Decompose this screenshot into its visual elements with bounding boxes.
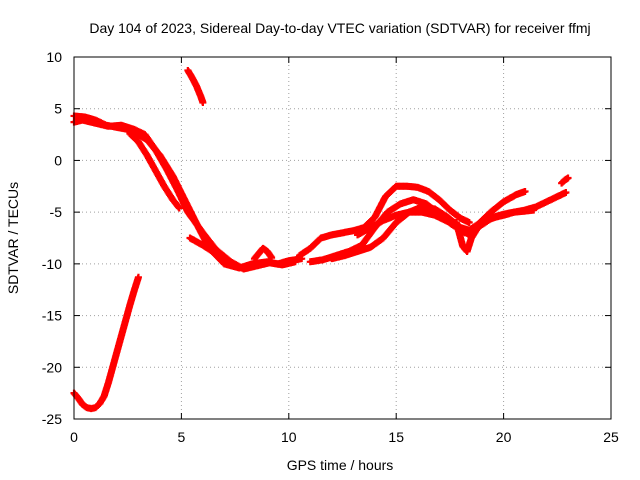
data-point xyxy=(562,188,570,196)
chart-title: Day 104 of 2023, Sidereal Day-to-day VTE… xyxy=(89,20,590,36)
x-tick-label: 5 xyxy=(178,429,186,445)
x-tick-label: 25 xyxy=(603,429,619,445)
series-arc-12 xyxy=(558,174,572,187)
data-points xyxy=(70,66,572,413)
data-point xyxy=(521,187,529,195)
data-point xyxy=(530,206,538,214)
data-point xyxy=(233,263,241,271)
data-point xyxy=(268,254,276,262)
series-arc-10 xyxy=(452,206,538,255)
y-tick-label: 10 xyxy=(46,49,62,65)
y-tick-label: -20 xyxy=(42,359,62,375)
x-tick-label: 20 xyxy=(496,429,512,445)
x-tick-label: 10 xyxy=(281,429,297,445)
y-tick-label: -5 xyxy=(50,204,63,220)
y-tick-label: -25 xyxy=(42,411,62,427)
x-tick-label: 15 xyxy=(388,429,404,445)
x-tick-labels: 0 5 10 15 20 25 xyxy=(70,429,619,445)
y-tick-labels: -25 -20 -15 -10 -5 0 5 10 xyxy=(42,49,62,427)
series-arc-2 xyxy=(70,116,299,273)
y-axis-label: SDTVAR / TECUs xyxy=(5,182,21,294)
plot-frame xyxy=(73,56,612,420)
series-arc-11 xyxy=(184,66,207,107)
series-arc-13 xyxy=(70,273,142,413)
data-point xyxy=(564,174,572,182)
data-point xyxy=(134,273,142,281)
x-tick-label: 0 xyxy=(70,429,78,445)
y-tick-label: -10 xyxy=(42,256,62,272)
data-point xyxy=(199,99,207,107)
series-arc-3 xyxy=(126,130,183,212)
series-arc-9 xyxy=(354,208,473,239)
series-arc-5 xyxy=(250,244,276,263)
x-axis-label: GPS time / hours xyxy=(287,457,394,473)
data-point xyxy=(291,258,299,266)
data-point xyxy=(175,204,183,212)
series-arc-1 xyxy=(70,112,306,272)
y-tick-label: 0 xyxy=(54,152,62,168)
data-point xyxy=(465,218,473,226)
y-tick-label: -15 xyxy=(42,308,62,324)
y-tick-label: 5 xyxy=(54,101,62,117)
series-arc-4 xyxy=(186,234,241,271)
axis-ticks xyxy=(73,56,612,420)
grid-lines xyxy=(74,57,611,419)
